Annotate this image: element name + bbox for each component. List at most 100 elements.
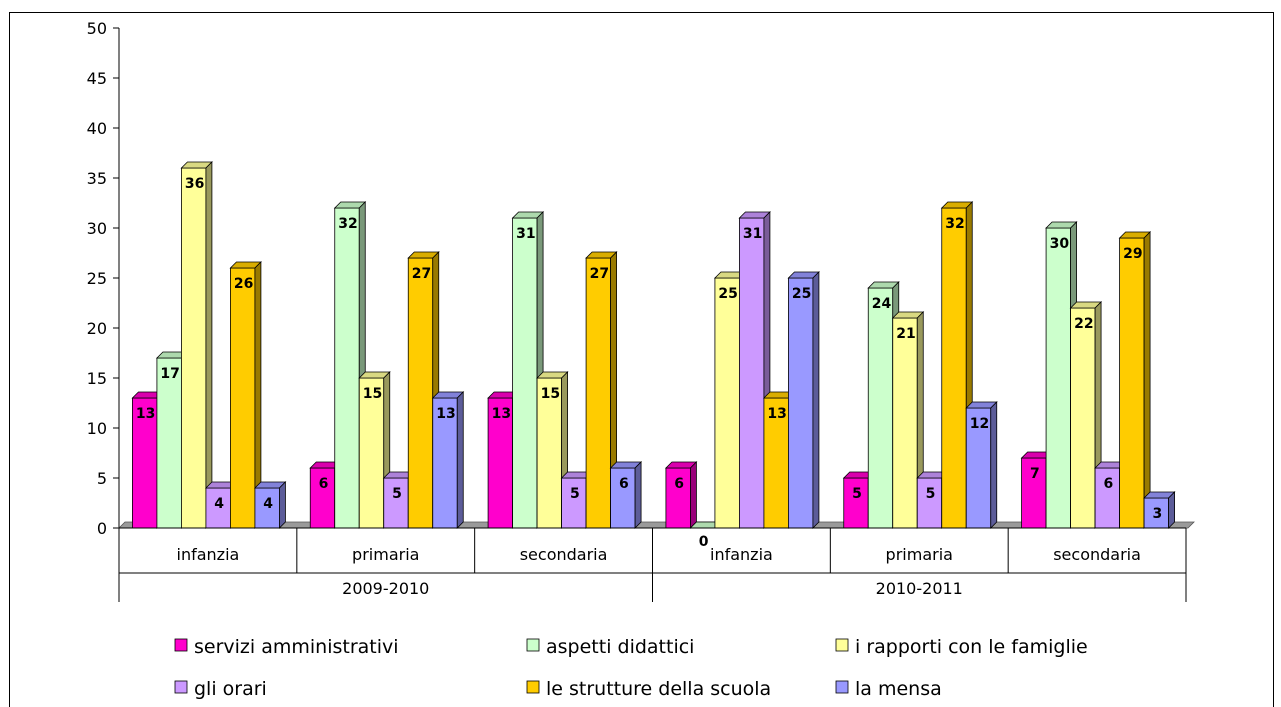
bar-side [1143, 231, 1151, 529]
data-label: 36 [185, 176, 204, 192]
data-label: 5 [852, 486, 862, 502]
y-tick-label: 35 [87, 169, 107, 188]
bar-side [634, 461, 642, 529]
bar-front [585, 257, 611, 529]
data-label: 17 [160, 366, 179, 382]
bar-front [1094, 467, 1120, 529]
data-label: 15 [541, 386, 560, 402]
data-label: 26 [234, 276, 253, 292]
bar-side [1168, 491, 1175, 529]
y-tick-label: 5 [97, 469, 107, 488]
bar-front [407, 257, 434, 529]
bar: 27 [407, 251, 440, 529]
bar: 13 [431, 391, 465, 529]
data-label: 27 [590, 266, 609, 282]
x-category-label: primaria [886, 545, 953, 564]
data-label: 6 [674, 476, 684, 492]
bar-front [512, 217, 538, 529]
bar-front [739, 217, 765, 529]
data-label: 31 [516, 226, 535, 242]
data-label: 7 [1030, 466, 1040, 482]
bar-side [812, 271, 820, 529]
x-category-label: secondaria [1053, 545, 1141, 564]
legend-item: servizi amministrativi [174, 636, 399, 658]
data-label: 13 [492, 406, 511, 422]
data-label: 12 [970, 416, 989, 432]
y-tick-label: 45 [87, 69, 107, 88]
bar: 3 [1143, 491, 1176, 529]
y-tick-label: 30 [87, 219, 107, 238]
bar: 31 [511, 211, 545, 529]
bar-side [456, 391, 464, 529]
data-label: 30 [1050, 236, 1070, 252]
bar-front [892, 317, 918, 529]
data-label: 21 [896, 326, 915, 342]
legend-swatch [526, 638, 540, 652]
legend-item: la mensa [835, 678, 942, 700]
bar: 4 [253, 481, 287, 529]
legend-label: i rapporti con le famiglie [855, 636, 1088, 658]
data-label: 4 [214, 496, 224, 512]
data-label: 32 [338, 216, 357, 232]
chart-frame [9, 12, 1274, 707]
data-label: 24 [872, 296, 892, 312]
data-label: 29 [1123, 246, 1142, 262]
x-axis: infanzia primaria secondaria infanzia primar… [118, 527, 1187, 602]
bar: 36 [180, 161, 213, 529]
y-tick-label: 40 [87, 119, 107, 138]
data-label: 0 [699, 534, 709, 550]
data-label: 6 [319, 476, 329, 492]
legend-label: aspetti didattici [546, 636, 694, 658]
y-tick-label: 15 [87, 369, 107, 388]
bar: 31 [738, 211, 771, 529]
bar-front [867, 287, 894, 529]
data-label: 5 [392, 486, 402, 502]
data-label: 5 [926, 486, 936, 502]
data-label: 13 [136, 406, 155, 422]
data-label: 6 [619, 476, 629, 492]
bar-side [990, 401, 998, 529]
bar-front [156, 357, 182, 529]
y-tick-label: 10 [87, 419, 107, 438]
bar: 29 [1118, 231, 1152, 529]
data-label: 5 [570, 486, 580, 502]
legend-item: le strutture della scuola [526, 678, 771, 700]
legend-item: aspetti didattici [526, 636, 694, 658]
x-category-label: primaria [352, 545, 419, 564]
bar-front [965, 407, 992, 529]
bar-front [941, 207, 967, 529]
legend-item: i rapporti con le famiglie [835, 636, 1088, 658]
y-tick-label: 0 [97, 519, 107, 538]
bar-front [1045, 227, 1071, 529]
data-label: 3 [1152, 506, 1162, 522]
legend: servizi amministrativi aspetti didattici i… [174, 636, 1088, 700]
x-category-label: infanzia [177, 545, 240, 564]
bar-front [788, 277, 814, 529]
bar-front [1070, 307, 1096, 529]
legend-swatch [835, 680, 849, 694]
x-category-label: secondaria [520, 545, 608, 564]
bar-front [254, 487, 280, 529]
y-tick-label: 50 [87, 19, 107, 38]
data-label: 6 [1103, 476, 1113, 492]
bar: 6 [1094, 461, 1127, 529]
bar-front [916, 477, 943, 529]
data-label: 4 [263, 496, 273, 512]
bar-front [309, 467, 336, 529]
bar-front [1119, 237, 1145, 529]
bar: 25 [787, 271, 820, 529]
data-label: 15 [363, 386, 382, 402]
data-label: 32 [945, 216, 964, 232]
data-label: 13 [436, 406, 455, 422]
bar: 27 [585, 251, 618, 529]
legend-swatch [174, 680, 188, 694]
bar-front [230, 267, 256, 529]
legend-label: servizi amministrativi [194, 636, 399, 658]
bar-front [383, 477, 409, 529]
data-label: 25 [792, 286, 811, 302]
x-group-label: 2009-2010 [342, 579, 429, 598]
bar-front [181, 167, 207, 529]
